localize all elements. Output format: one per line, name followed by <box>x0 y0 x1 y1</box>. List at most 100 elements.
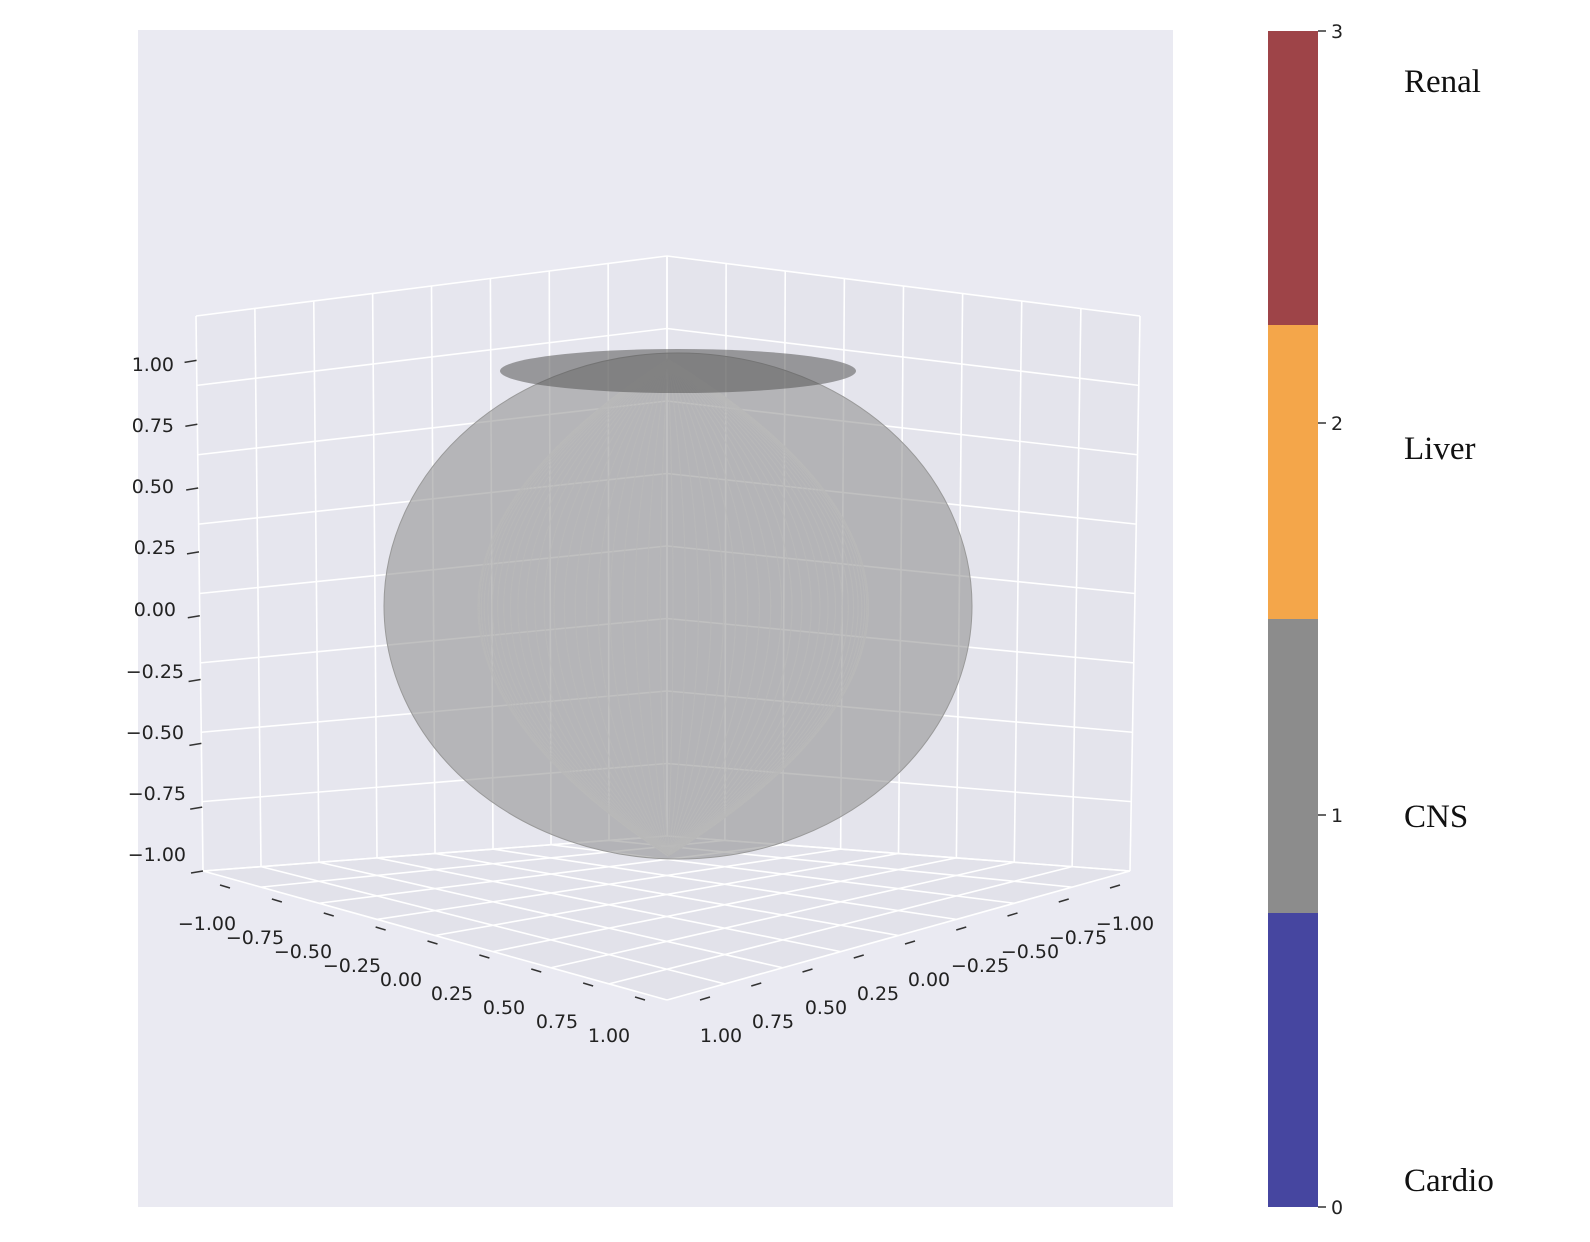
y-tick-mark <box>699 996 711 1001</box>
sphere-meridian <box>667 358 866 857</box>
z-tick-label: 0.00 <box>134 599 176 621</box>
y-tick-mark <box>1109 884 1121 889</box>
sphere-meridian <box>667 358 674 857</box>
z-tick-label: 0.50 <box>132 476 174 498</box>
grid-line <box>608 865 1073 985</box>
x-tick-mark <box>219 884 231 889</box>
colorbar-segment-renal <box>1268 31 1318 325</box>
colorbar-tick-label: 1 <box>1331 805 1343 827</box>
y-axis-tick-labels: 1.00 0.75 0.50 0.25 0.00 −0.25 −0.50 −0.… <box>700 913 1154 1047</box>
grid-line <box>1071 308 1082 867</box>
x-tick-mark <box>427 940 438 945</box>
z-tick-mark <box>187 614 200 619</box>
x-tick-label: 0.25 <box>431 983 473 1005</box>
z-tick-label: 0.75 <box>132 415 174 437</box>
grid-line <box>666 870 1131 1001</box>
x-tick-label: 0.00 <box>380 969 422 991</box>
z-tick-mark <box>190 870 204 874</box>
x-tick-label: 0.50 <box>483 997 525 1019</box>
sphere-meridian <box>667 358 749 857</box>
z-tick-mark <box>190 806 203 810</box>
sphere-meridian <box>667 358 737 857</box>
sphere-meridian <box>667 358 760 857</box>
sphere-meridian <box>667 358 863 857</box>
class-label-renal: Renal <box>1404 64 1481 100</box>
sphere-meridian <box>667 358 836 857</box>
sphere-meridian <box>667 358 812 857</box>
x-tick-label: −0.50 <box>274 941 332 963</box>
x-tick-mark <box>271 898 283 903</box>
y-tick-label: 0.00 <box>908 969 950 991</box>
y-tick-label: 0.25 <box>857 983 899 1005</box>
sphere-meridian <box>480 358 669 857</box>
grid-line <box>260 865 726 985</box>
grid-line <box>1129 315 1141 872</box>
z-tick-label: −0.25 <box>126 661 184 683</box>
sphere-meridian <box>597 358 669 857</box>
x-tick-mark <box>479 954 490 959</box>
floor-pane <box>203 836 1130 1000</box>
class-label-cns: CNS <box>1404 799 1468 835</box>
class-label-liver: Liver <box>1404 431 1475 467</box>
sphere-meridian <box>667 358 772 857</box>
colorbar-segment-cardio <box>1268 913 1318 1207</box>
colorbar: 3 2 1 0 <box>1268 21 1343 1219</box>
sphere-meridian <box>553 358 669 857</box>
sphere-meridian <box>487 358 669 857</box>
sphere-meridian <box>477 358 669 857</box>
sphere-cap-shade <box>500 349 856 393</box>
grid-line <box>376 857 841 953</box>
sphere-meridian <box>563 358 669 857</box>
x-tick-mark <box>375 926 386 931</box>
sphere-meridian <box>667 358 849 857</box>
sphere-meridian <box>667 358 843 857</box>
y-tick-mark <box>1007 912 1018 917</box>
x-tick-mark <box>582 982 594 987</box>
grid-line <box>202 870 668 1001</box>
sphere-meridian <box>525 358 669 857</box>
x-axis-tick-labels: −1.00 −0.75 −0.50 −0.25 0.00 0.25 0.50 0… <box>178 913 630 1047</box>
sphere-meridian <box>503 358 669 857</box>
x-tick-label: −0.25 <box>323 955 381 977</box>
z-tick-mark <box>188 678 201 683</box>
x-tick-label: −0.75 <box>226 927 284 949</box>
y-tick-mark <box>956 926 967 931</box>
colorbar-segment-cns <box>1268 619 1318 913</box>
sphere-meridian <box>667 358 803 857</box>
y-tick-label: 0.75 <box>752 1011 794 1033</box>
x-tick-mark <box>531 968 542 973</box>
sphere-meridian <box>667 358 829 857</box>
z-tick-label: 0.25 <box>134 537 176 559</box>
y-tick-mark <box>1058 898 1069 903</box>
sphere-meridian <box>646 358 669 857</box>
z-tick-label: −0.50 <box>126 722 184 744</box>
y-tick-mark <box>802 968 813 973</box>
y-tick-mark <box>904 940 916 945</box>
sphere-meridian <box>667 358 700 857</box>
y-tick-label: −0.50 <box>1001 941 1059 963</box>
y-tick-mark <box>853 954 864 959</box>
sphere-meridian <box>667 358 859 857</box>
axis-ticks <box>184 359 1121 1001</box>
y-tick-label: −0.75 <box>1049 927 1107 949</box>
x-tick-label: −1.00 <box>178 913 236 935</box>
y-tick-label: 0.50 <box>805 997 847 1019</box>
colorbar-tick-label: 2 <box>1331 413 1343 435</box>
z-tick-mark <box>185 423 198 427</box>
grid-line <box>434 852 899 937</box>
x-tick-label: 1.00 <box>588 1025 630 1047</box>
sphere-meridian <box>667 358 783 857</box>
y-tick-label: −1.00 <box>1096 913 1154 935</box>
sphere-meridian <box>497 358 669 857</box>
z-tick-mark <box>186 551 200 555</box>
grid-line <box>1013 300 1023 863</box>
grid-line <box>492 857 957 953</box>
sphere-body <box>383 352 973 860</box>
x-tick-mark <box>323 912 334 917</box>
sphere-meridian <box>659 358 669 857</box>
colorbar-tick-label: 3 <box>1331 21 1343 43</box>
sphere-meridian <box>491 358 669 857</box>
z-tick-mark <box>186 487 199 491</box>
z-tick-label: −0.75 <box>128 783 186 805</box>
